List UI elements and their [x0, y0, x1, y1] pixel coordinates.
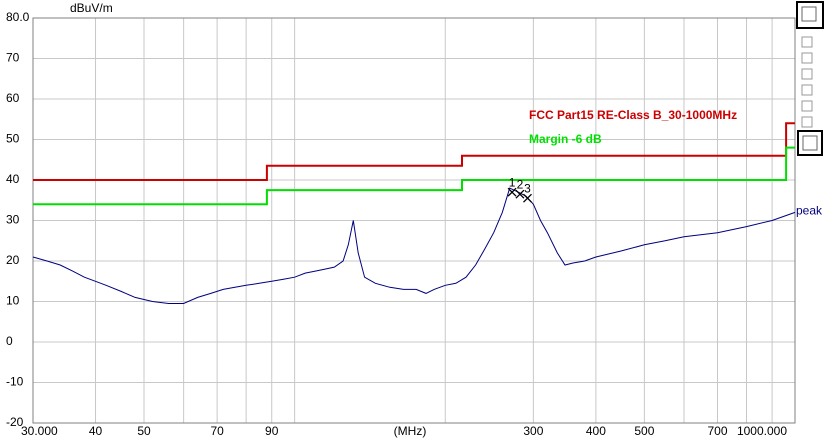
checkbox[interactable] — [801, 6, 817, 22]
checkbox[interactable] — [801, 100, 813, 112]
series-label: FCC Part15 RE-Class B_30-1000MHz — [529, 108, 737, 122]
checkbox[interactable] — [801, 36, 813, 48]
y-tick-label: 40 — [6, 172, 20, 186]
x-axis-label: (MHz) — [394, 424, 427, 438]
x-tick-label: 300 — [523, 424, 543, 438]
x-tick-label: 40 — [89, 424, 103, 438]
y-tick-label: 20 — [6, 253, 20, 267]
marker — [515, 189, 525, 199]
plot-frame — [32, 17, 796, 424]
checkbox[interactable] — [801, 68, 813, 80]
y-tick-label: 60 — [6, 91, 20, 105]
x-tick-label: 500 — [634, 424, 654, 438]
x-tick-label: 700 — [707, 424, 727, 438]
checkbox[interactable] — [801, 52, 813, 64]
y-tick-label: 80.0 — [6, 10, 30, 24]
y-tick-label: 50 — [6, 132, 20, 146]
series-line — [33, 146, 795, 206]
marker-label: 1 — [509, 175, 516, 189]
series-label: Margin -6 dB — [529, 132, 602, 146]
x-tick-label: 1000.000 — [737, 424, 787, 438]
series-line — [33, 122, 795, 181]
x-tick-label: 90 — [265, 424, 279, 438]
y-tick-label: 10 — [6, 294, 20, 308]
y-tick-label: -20 — [6, 415, 24, 429]
y-tick-label: -10 — [6, 375, 24, 389]
y-axis-label: dBuV/m — [70, 1, 113, 15]
marker — [523, 193, 532, 203]
x-tick-label: 70 — [210, 424, 224, 438]
checkbox[interactable] — [802, 135, 818, 151]
checkbox[interactable] — [801, 84, 813, 96]
y-tick-label: 70 — [6, 51, 20, 65]
marker-label: 2 — [517, 177, 524, 191]
y-tick-label: 0 — [6, 334, 13, 348]
x-tick-label: 50 — [137, 424, 151, 438]
x-tick-label: 30.000 — [21, 424, 58, 438]
series-label: peak — [796, 204, 823, 218]
x-tick-label: 400 — [586, 424, 606, 438]
series-line — [32, 187, 796, 304]
side-panel — [796, 1, 824, 156]
checkbox[interactable] — [801, 116, 813, 128]
y-tick-label: 30 — [6, 213, 20, 227]
marker — [507, 187, 517, 197]
marker-label: 3 — [524, 181, 531, 195]
